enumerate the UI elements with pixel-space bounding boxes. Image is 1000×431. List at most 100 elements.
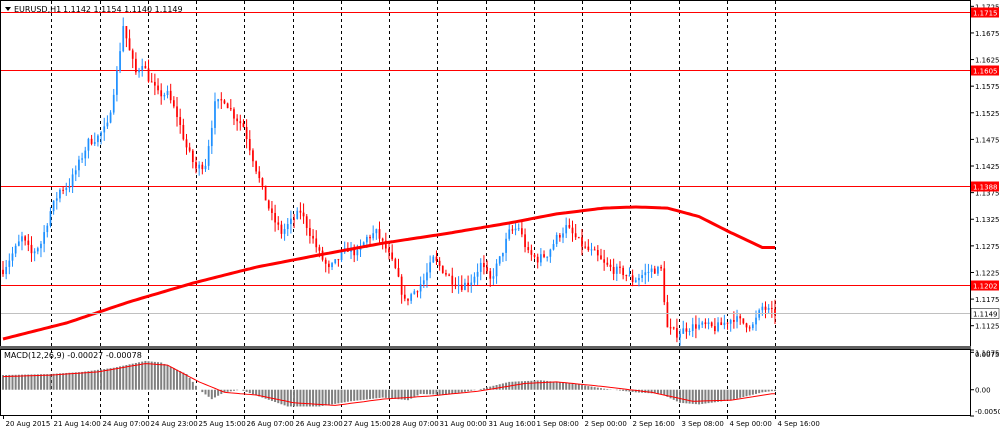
- candle-body: [331, 263, 333, 268]
- candle-body: [220, 99, 223, 101]
- candle-body: [533, 254, 536, 257]
- candle-body: [125, 26, 128, 39]
- level-tag-bg: [971, 7, 999, 18]
- candle-body: [714, 326, 716, 332]
- candle-body: [84, 150, 87, 159]
- candle-body: [40, 243, 42, 249]
- candle-body: [233, 109, 235, 119]
- candle-body: [454, 284, 457, 287]
- candle-body: [435, 256, 438, 261]
- candle-body: [356, 249, 359, 256]
- time-tick-label: 24 Aug 07:00: [103, 420, 150, 428]
- level-tag-bg: [971, 181, 999, 192]
- candle-body: [312, 235, 314, 239]
- time-tick-label: 25 Aug 15:00: [199, 420, 246, 428]
- candle-body: [432, 256, 435, 263]
- candle-body: [182, 124, 185, 140]
- candle-body: [176, 106, 178, 118]
- candle-body: [30, 244, 33, 254]
- macd-label: MACD(12,26,9) -0.00027 -0.00078: [4, 351, 142, 360]
- candle-body: [663, 268, 666, 303]
- candle-body: [24, 236, 27, 241]
- candle-body: [198, 164, 201, 169]
- macd-histogram: [2, 360, 776, 407]
- candle-body: [365, 236, 368, 243]
- candle-body: [467, 282, 469, 286]
- time-tick-label: 21 Aug 14:00: [54, 420, 101, 428]
- price-tick-label: 1.1425: [975, 163, 1000, 171]
- time-tick-label: 26 Aug 07:00: [247, 420, 294, 428]
- pane-separator[interactable]: [0, 346, 971, 350]
- candle-body: [5, 266, 8, 275]
- time-axis: 20 Aug 2015 21 Aug 14:00 24 Aug 07:00 24 Au…: [3, 415, 820, 428]
- candle-body: [774, 308, 776, 316]
- candle-body: [723, 322, 726, 326]
- candle-body: [239, 121, 242, 124]
- candle-body: [252, 150, 254, 162]
- level-tag-label: 1.1715: [973, 10, 998, 18]
- candle-body: [577, 237, 580, 239]
- dropdown-triangle-icon[interactable]: [5, 7, 11, 11]
- candle-body: [21, 236, 23, 242]
- candle-body: [185, 139, 188, 148]
- candle-body: [283, 229, 286, 234]
- candle-body: [650, 268, 653, 272]
- candle-body: [530, 250, 533, 255]
- macd-signal-line: [2, 363, 775, 406]
- candle-body: [337, 259, 340, 261]
- candle-body: [207, 146, 210, 166]
- candle-body: [615, 266, 618, 274]
- macd-pane-frame: [0, 349, 971, 416]
- candle-body: [498, 256, 501, 264]
- price-tick-label: 1.1175: [975, 296, 1000, 304]
- candle-body: [489, 271, 492, 279]
- candle-body: [590, 249, 593, 251]
- candle-body: [68, 186, 71, 188]
- price-tick-label: 1.1675: [975, 30, 1000, 38]
- candle-body: [188, 147, 191, 151]
- candle-body: [8, 260, 11, 267]
- candle-body: [315, 238, 318, 248]
- price-axis: 1.1725 1.1675 1.1625 1.1575 1.1525 1.1475 1.14…: [970, 3, 1000, 357]
- time-tick-label: 27 Aug 15:00: [344, 420, 391, 428]
- candle-body: [596, 250, 599, 256]
- candle-body: [362, 242, 365, 247]
- candle-body: [527, 247, 530, 251]
- candle-body: [131, 50, 134, 59]
- candle-body: [691, 324, 694, 331]
- candle-body: [622, 267, 625, 276]
- candle-body: [340, 252, 343, 261]
- candle-body: [524, 234, 526, 248]
- price-tick-label: 1.1725: [975, 3, 1000, 11]
- candle-body: [93, 142, 96, 144]
- price-tick-label: 1.1325: [975, 216, 1000, 224]
- time-tick-label: 31 Aug 16:00: [489, 420, 536, 428]
- candle-body: [204, 165, 207, 170]
- time-tick-label: 1 Sep 08:00: [537, 420, 579, 428]
- candle-body: [726, 322, 729, 324]
- candle-body: [17, 241, 20, 246]
- candle-body: [647, 271, 650, 273]
- candle-body: [514, 228, 517, 231]
- candle-body: [748, 327, 751, 329]
- price-tick-label: 1.1125: [975, 323, 1000, 331]
- candle-body: [258, 171, 261, 179]
- candle-body: [574, 233, 577, 238]
- candle-body: [460, 284, 463, 290]
- level-tag-label: 1.1202: [973, 283, 998, 291]
- candle-body: [704, 322, 707, 325]
- candle-body: [100, 132, 102, 136]
- candle-body: [581, 237, 583, 247]
- candle-body: [217, 99, 220, 102]
- candle-body: [676, 328, 678, 338]
- candle-body: [116, 70, 118, 95]
- candle-body: [552, 244, 555, 250]
- candle-body: [710, 322, 713, 327]
- candle-body: [483, 262, 485, 268]
- candle-body: [153, 81, 156, 86]
- candle-body: [593, 249, 596, 251]
- candle-body: [619, 266, 621, 268]
